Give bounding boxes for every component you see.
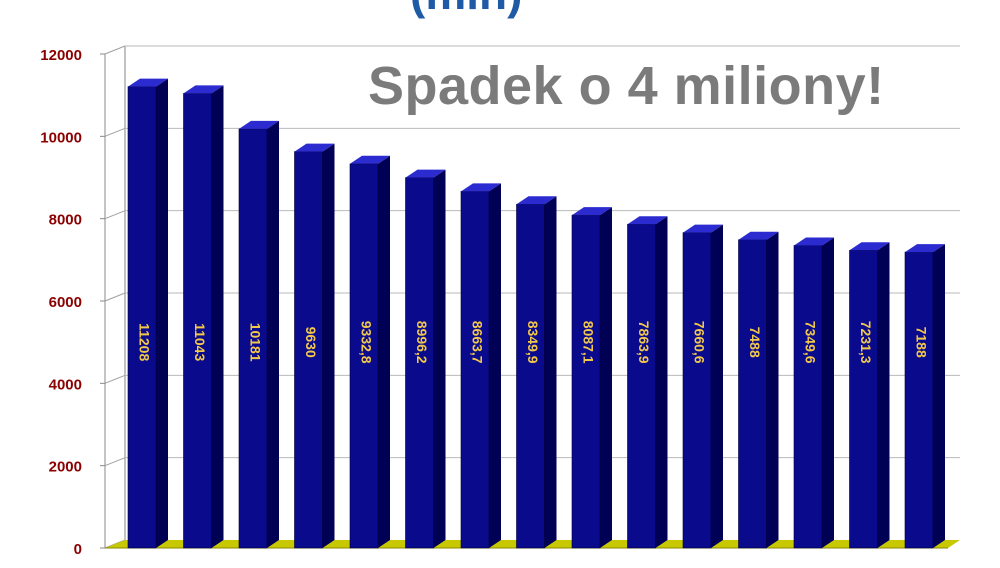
bar (349, 163, 379, 549)
bar-side (877, 242, 890, 549)
bar-value-label: 7188 (913, 327, 929, 358)
bar-value-label: 11208 (136, 323, 152, 361)
bar-side (711, 224, 723, 549)
y-tick-label: 0 (74, 541, 82, 558)
bar-side (766, 231, 779, 548)
bar-top (849, 242, 890, 251)
bar (904, 251, 934, 549)
bar-top (405, 169, 446, 178)
bar (571, 214, 601, 549)
bar-value-label: 7231,3 (858, 321, 874, 364)
gridline-depth (104, 127, 126, 137)
bar-value-label: 8996,2 (414, 321, 430, 364)
bar-value-label: 7863,9 (636, 321, 652, 364)
bar-top (738, 231, 779, 240)
bar-top (239, 120, 279, 129)
bar (516, 203, 545, 549)
bar (682, 232, 712, 549)
bar-value-label: 11043 (192, 323, 208, 361)
bar-side (489, 183, 501, 548)
y-tick-label: 6000 (49, 294, 82, 311)
bar-side (322, 143, 335, 548)
bar-side (211, 85, 224, 549)
bar-side (433, 169, 446, 548)
bar (460, 191, 490, 549)
y-tick-label: 12000 (40, 47, 82, 64)
bar-side (544, 196, 557, 548)
bar-value-label: 8663,7 (469, 321, 485, 364)
bar-top (461, 183, 501, 192)
bar-top (128, 78, 168, 87)
bar-top (627, 216, 668, 225)
bar-top (183, 85, 224, 94)
bar (238, 128, 268, 549)
bar (849, 250, 878, 549)
y-tick-label: 2000 (49, 459, 82, 476)
gridline-depth (104, 292, 126, 302)
y-tick-label: 10000 (40, 129, 82, 146)
bar (793, 245, 823, 549)
bar (627, 223, 656, 549)
bar-value-label: 8349,9 (525, 321, 541, 364)
gridline-depth (104, 45, 126, 55)
gridline-depth (104, 457, 126, 467)
bar-side (600, 207, 612, 548)
bar-top (794, 237, 834, 246)
gridline-depth (104, 374, 126, 384)
chart-annotation: Spadek o 4 miliony! (368, 56, 885, 116)
bar-side (655, 216, 668, 548)
bar (738, 239, 767, 549)
bar-top (516, 196, 557, 205)
bar-value-label: 9630 (303, 327, 319, 358)
y-tick-label: 4000 (49, 376, 82, 393)
bar-value-label: 7488 (747, 327, 763, 358)
gridline-depth (104, 210, 126, 220)
bar-top (572, 207, 612, 216)
bar-value-label: 7349,6 (802, 321, 818, 364)
bar-top (683, 224, 723, 233)
bar-top (905, 244, 945, 253)
bar (183, 93, 212, 549)
bar (405, 177, 434, 549)
y-tick-label: 8000 (49, 212, 82, 229)
bar-value-label: 8087,1 (580, 321, 596, 364)
bar-top (350, 155, 390, 164)
bar-value-label: 10181 (247, 323, 263, 362)
bar (294, 151, 323, 549)
bar-value-label: 9332,8 (358, 321, 374, 364)
bar-side (378, 155, 390, 548)
bar-value-label: 7660,6 (691, 321, 707, 364)
bar-side (822, 237, 834, 548)
bar-top (294, 143, 335, 152)
chart-title-fragment: (mln) (410, 0, 522, 20)
bar-side (267, 120, 279, 548)
bar (127, 86, 157, 549)
bar-side (933, 244, 945, 548)
bar-side (156, 78, 168, 548)
